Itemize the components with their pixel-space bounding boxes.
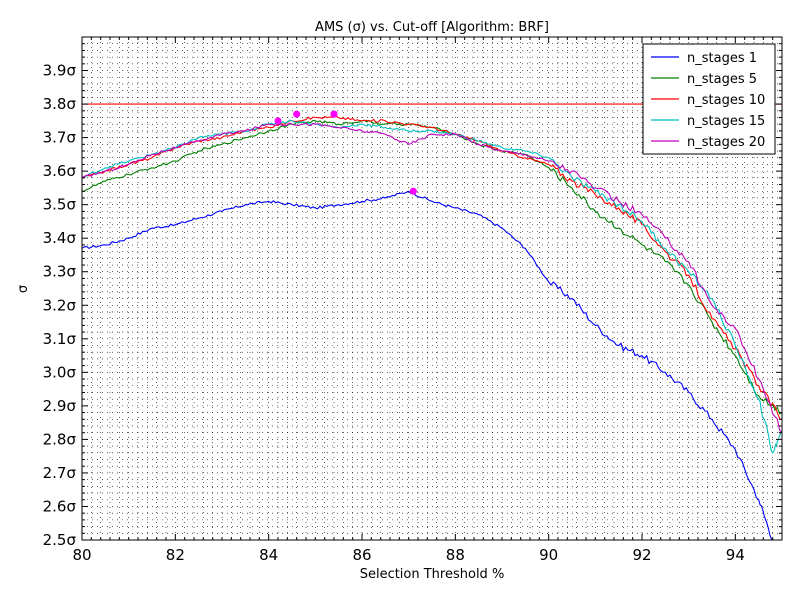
x-tick-label: 84 <box>259 546 278 564</box>
y-tick-label: 3.3σ <box>43 263 77 281</box>
y-tick-label: 3.4σ <box>43 229 77 247</box>
y-tick-label: 2.5σ <box>43 531 77 549</box>
y-tick-label: 2.8σ <box>43 430 77 448</box>
y-tick-label: 3.0σ <box>43 363 77 381</box>
y-tick-label: 2.7σ <box>43 464 77 482</box>
legend: n_stages 1 n_stages 5 n_stages 10 n_stages … <box>642 43 776 155</box>
series-line-1 <box>81 190 774 541</box>
legend-label-1: n_stages 1 <box>687 51 757 66</box>
legend-label-2: n_stages 5 <box>687 72 757 87</box>
x-tick-labels: 80 82 84 86 88 90 92 94 <box>72 546 744 564</box>
legend-label-4: n_stages 15 <box>687 114 765 129</box>
legend-label-5: n_stages 20 <box>687 135 765 150</box>
ticks <box>81 36 783 541</box>
y-tick-label: 3.6σ <box>43 162 77 180</box>
x-axis-title: Selection Threshold % <box>360 567 505 582</box>
series-layer <box>81 115 783 541</box>
y-tick-label: 3.8σ <box>43 95 77 113</box>
series-line-5 <box>81 122 783 434</box>
x-tick-label: 88 <box>446 546 465 564</box>
max-marker-1 <box>409 187 417 195</box>
y-tick-label: 3.1σ <box>43 330 77 348</box>
max-marker-4 <box>293 110 301 118</box>
y-tick-label: 3.5σ <box>43 196 77 214</box>
x-tick-label: 90 <box>539 546 558 564</box>
y-tick-label: 2.9σ <box>43 397 77 415</box>
y-tick-label: 3.7σ <box>43 129 77 147</box>
plot-frame <box>81 36 783 541</box>
x-tick-label: 80 <box>72 546 91 564</box>
y-tick-label: 3.2σ <box>43 296 77 314</box>
y-tick-label: 2.6σ <box>43 497 77 515</box>
y-axis-title: σ <box>16 285 31 293</box>
y-tick-labels: 2.5σ 2.6σ 2.7σ 2.8σ 2.9σ 3.0σ 3.1σ 3.2σ 3.3σ 3.4σ… <box>43 62 77 549</box>
x-tick-label: 92 <box>632 546 651 564</box>
max-marker-5 <box>274 117 282 125</box>
legend-label-3: n_stages 10 <box>687 93 765 108</box>
x-tick-label: 94 <box>726 546 745 564</box>
x-tick-label: 86 <box>352 546 371 564</box>
x-tick-label: 82 <box>166 546 185 564</box>
series-line-4 <box>81 119 783 454</box>
y-tick-label: 3.9σ <box>43 62 77 80</box>
chart-title: AMS (σ) vs. Cut-off [Algorithm: BRF] <box>315 20 549 35</box>
max-marker-3 <box>330 110 338 118</box>
max-marker-layer <box>274 110 417 195</box>
